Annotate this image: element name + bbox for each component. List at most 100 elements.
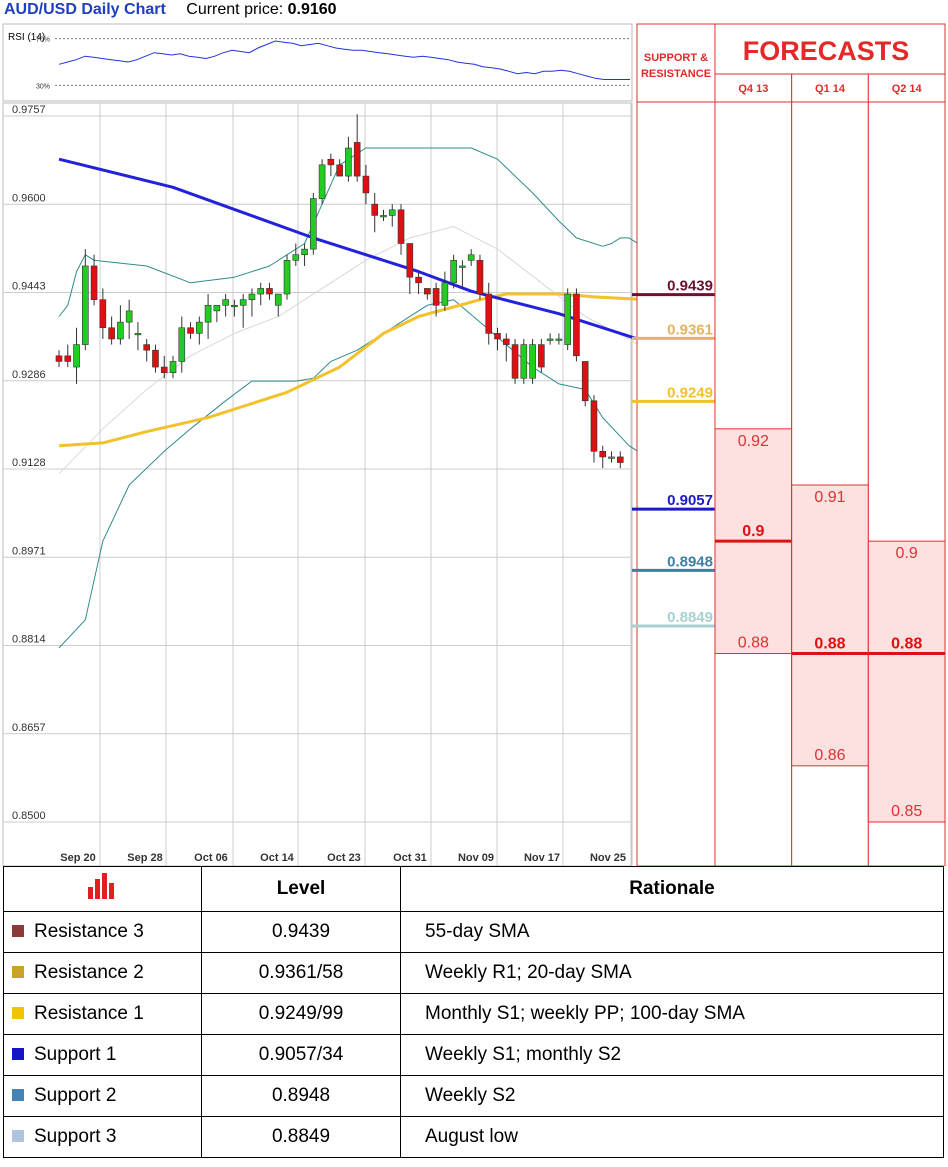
candle [555,333,563,345]
candle-body [573,293,580,357]
y-tick-label: 0.9600 [12,192,46,204]
level-rationale: Weekly R1; 20-day SMA [400,952,944,994]
candle [301,243,308,266]
x-tick-label: Nov 17 [524,852,560,864]
table-row: Support 3 0.8849 August low [3,1116,944,1158]
rsi-line [58,40,630,80]
forecast-range [791,484,869,767]
candle [143,338,150,362]
rsi-level-label: 70% [36,37,50,44]
candle-body [345,147,352,177]
candle [266,282,273,300]
candle-body [599,451,607,458]
sr-level-label: 0.8849 [667,609,713,626]
candle-body [178,327,186,362]
candle [213,304,221,323]
x-tick-label: Oct 14 [260,852,295,864]
sr-levels: 0.9439 0.9361 0.9249 0.9057 0.8948 0.8849 [632,278,715,628]
candle-body [546,338,554,341]
candle [327,153,335,177]
upper-band-line [58,147,647,317]
candle [336,159,343,177]
candle-body [327,158,335,166]
level-swatch [12,924,24,937]
candle [494,327,501,351]
candle-body [581,361,589,402]
candle [318,159,326,205]
level-name: Resistance 1 [34,1003,144,1024]
candle [450,254,457,289]
candle [82,249,89,351]
candle-body [90,265,98,300]
level-name-cell: Support 3 [3,1116,202,1158]
candle-body [485,293,493,334]
candle-body [231,304,238,308]
candle-body [476,260,484,295]
candle-body [274,293,282,306]
candle-body [336,164,343,177]
candle [511,338,519,384]
price-label: Current price: [186,1,284,18]
candle-body [520,344,528,379]
rsi-level-label: 30% [36,83,50,90]
candle-body [187,327,194,334]
candle-body [555,338,563,341]
candle [125,299,133,339]
current-price: Current price: 0.9160 [186,1,336,18]
y-tick-label: 0.8814 [12,634,46,646]
level-swatch [12,1047,24,1060]
candle [397,204,405,255]
candle-body [239,299,247,306]
level-name-cell: Support 2 [3,1075,202,1117]
table-row: Support 1 0.9057/34 Weekly S1; monthly S2 [3,1034,944,1076]
level-name-cell: Resistance 3 [3,911,202,953]
level-rationale: August low [400,1116,944,1158]
level-value: 0.9361/58 [201,952,401,994]
candle-body [450,260,457,284]
x-tick-label: Sep 28 [127,852,162,864]
candle-body [511,344,519,379]
candle [538,338,545,373]
candle-body [196,321,203,334]
candle-body [494,333,501,340]
x-tick-label: Oct 31 [393,852,427,864]
candle-body [564,293,571,345]
candle [239,294,247,328]
forecast-mid-label: 0.88 [814,636,845,653]
candle-body [415,276,422,284]
candle [73,327,80,384]
candle [599,445,607,469]
candle [581,361,589,407]
candle [415,271,422,295]
candle [160,355,168,379]
candle [310,192,317,255]
forecast-top-label: 0.92 [738,433,769,450]
candle [134,322,142,351]
forecast-bottom-label: 0.86 [814,747,845,764]
candle [204,294,212,339]
level-name-cell: Resistance 1 [3,993,202,1035]
candle-body [397,209,405,244]
candle [476,254,484,300]
candle [441,271,449,311]
candle [196,316,203,345]
forecast-mid-label: 0.9 [742,523,764,540]
sr-level-label: 0.8948 [667,553,713,570]
levels-table: Level Rationale Resistance 3 0.9439 55-day… [3,866,944,1158]
x-axis: Sep 20 Sep 28 Oct 06 Oct 14 Oct 23 Oct 31 Nov … [60,852,626,864]
candle [64,344,72,368]
price-value: 0.9160 [287,1,337,18]
candle-body [459,265,466,268]
candle [388,204,396,227]
candle [564,288,571,351]
candle [380,209,387,222]
candle [371,192,379,233]
chart-area: RSI (14) 70% 30% 0.9757 0.9600 0.9443 0.9286… [2,23,946,866]
price-panel [2,102,633,866]
level-swatch [12,965,24,978]
candle-body [301,248,308,256]
forecast-bottom-label: 0.88 [738,635,769,652]
candle [502,333,510,362]
candle-body [432,288,440,306]
candle [90,254,98,306]
